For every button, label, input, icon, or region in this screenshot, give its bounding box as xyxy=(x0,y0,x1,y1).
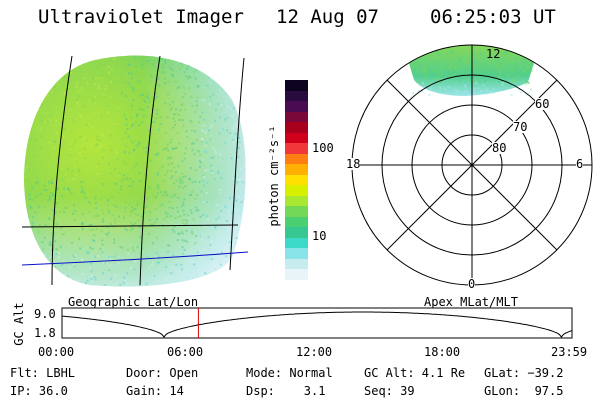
colorbar-band xyxy=(285,227,308,239)
colorbar xyxy=(285,80,308,281)
mlat-label-70: 70 xyxy=(513,120,528,134)
mlt-label-0: 0 xyxy=(468,277,476,291)
dsp-status: Dsp: 3.1 xyxy=(246,384,326,398)
time-tick-0000: 00:00 xyxy=(38,345,75,359)
colorbar-band xyxy=(285,258,308,270)
colorbar-band xyxy=(285,101,308,113)
apex-label: Apex MLat/MLT xyxy=(424,295,518,309)
sequence-status: Seq: 39 xyxy=(364,384,415,398)
mlat-label-60: 60 xyxy=(535,97,550,111)
colorbar-band xyxy=(285,80,308,92)
colorbar-band xyxy=(285,90,308,102)
glat-status: GLat: −39.2 xyxy=(484,366,564,380)
colorbar-band xyxy=(285,153,308,165)
colorbar-band xyxy=(285,195,308,207)
altitude-tick-max: 9.0 xyxy=(34,307,56,321)
colorbar-tick-10: 10 xyxy=(312,229,327,243)
colorbar-band xyxy=(285,132,308,144)
geographic-label: Geographic Lat/Lon xyxy=(68,295,199,309)
time-tick-1800: 18:00 xyxy=(424,345,461,359)
colorbar-tick-100: 100 xyxy=(312,141,334,155)
colorbar-band xyxy=(285,248,308,260)
time-tick-2359: 23:59 xyxy=(551,345,588,359)
time-tick-1200: 12:00 xyxy=(296,345,333,359)
gain-status: Gain: 14 xyxy=(126,384,184,398)
mlt-label-18: 18 xyxy=(346,157,361,171)
glon-status: GLon: 97.5 xyxy=(484,384,564,398)
colorbar-band xyxy=(285,164,308,176)
mlat-label-80: 80 xyxy=(492,141,507,155)
ip-status: IP: 36.0 xyxy=(10,384,68,398)
filter-status: Flt: LBHL xyxy=(10,366,76,380)
colorbar-band xyxy=(285,216,308,228)
door-status: Door: Open xyxy=(126,366,199,380)
gc-alt-status: GC Alt: 4.1 Re xyxy=(364,366,466,380)
observation-time: 06:25:03 UT xyxy=(430,6,556,28)
altitude-tick-min: 1.8 xyxy=(34,326,56,340)
mode-status: Mode: Normal xyxy=(246,366,333,380)
instrument-title: Ultraviolet Imager xyxy=(38,6,244,28)
altitude-axis-label: GC Alt xyxy=(12,302,26,346)
mlt-label-6: 6 xyxy=(576,157,584,171)
colorbar-band xyxy=(285,206,308,218)
colorbar-band xyxy=(285,174,308,186)
colorbar-band xyxy=(285,143,308,155)
colorbar-band xyxy=(285,237,308,249)
time-tick-0600: 06:00 xyxy=(167,345,204,359)
colorbar-band xyxy=(285,269,308,281)
colorbar-band xyxy=(285,111,308,123)
colorbar-band xyxy=(285,185,308,197)
observation-date: 12 Aug 07 xyxy=(276,6,379,28)
mlt-label-12: 12 xyxy=(486,47,501,61)
colorbar-band xyxy=(285,122,308,134)
